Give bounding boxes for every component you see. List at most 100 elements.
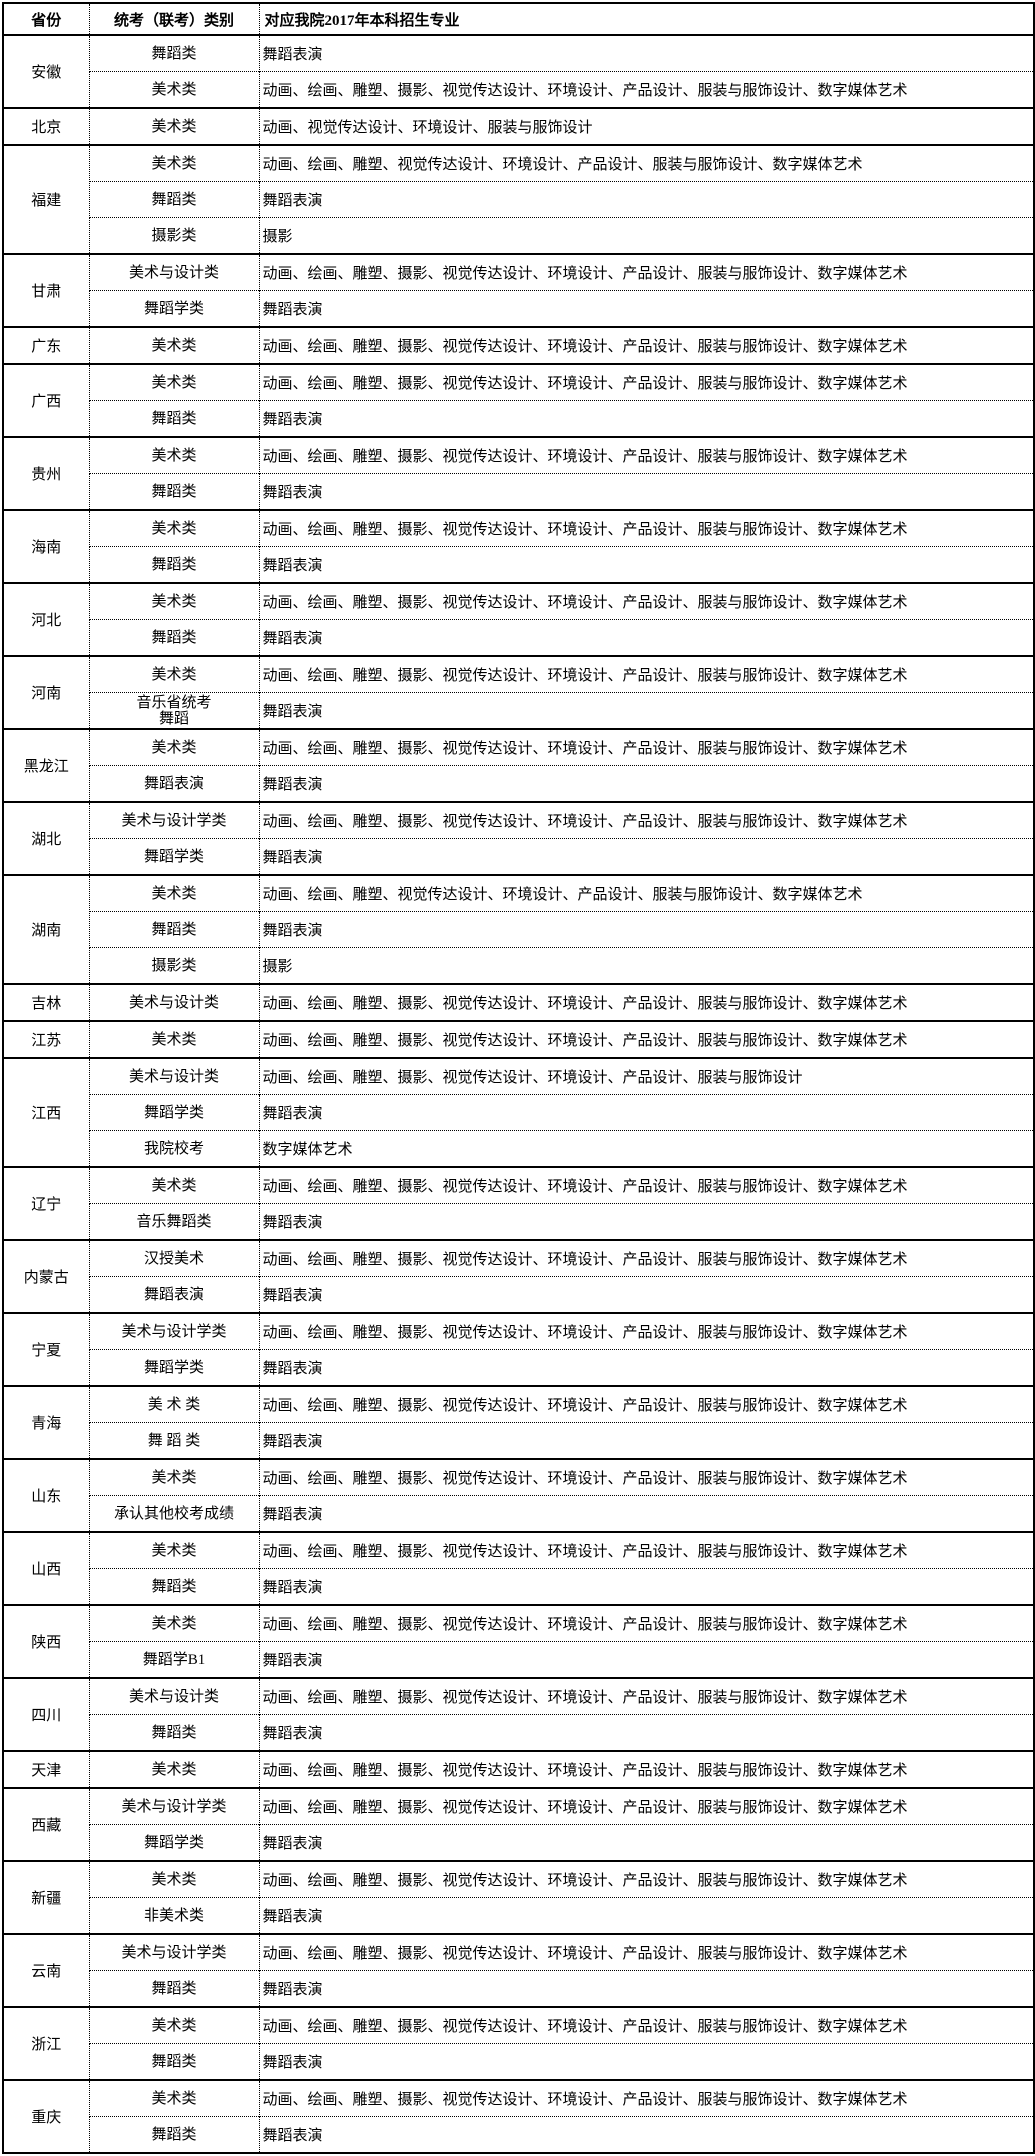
table-row: 江苏 美术类 动画、绘画、雕塑、摄影、视觉传达设计、环境设计、产品设计、服装与服饰设… <box>3 1020 1034 1058</box>
category-cell: 舞蹈表演 <box>89 765 260 802</box>
majors-cell: 舞蹈表演 <box>259 400 1034 437</box>
table-row: 贵州 美术类 动画、绘画、雕塑、摄影、视觉传达设计、环境设计、产品设计、服装与服饰设… <box>3 436 1034 510</box>
majors-cell: 动画、绘画、雕塑、摄影、视觉传达设计、环境设计、产品设计、服装与服饰设计、数字媒… <box>259 801 1034 839</box>
province-cell: 湖南 <box>3 874 90 984</box>
majors-cell: 动画、绘画、雕塑、摄影、视觉传达设计、环境设计、产品设计、服装与服饰设计、数字媒… <box>259 1312 1034 1350</box>
majors-cell: 舞蹈表演 <box>259 1824 1034 1861</box>
category-cell: 舞蹈类 <box>89 34 260 72</box>
table-row: 舞蹈学类 舞蹈表演 <box>3 290 1034 327</box>
province-cell: 湖北 <box>3 801 90 875</box>
table-row: 舞蹈学类 舞蹈表演 <box>3 1094 1034 1131</box>
majors-cell: 舞蹈表演 <box>259 619 1034 656</box>
majors-cell: 舞蹈表演 <box>259 838 1034 875</box>
majors-cell: 舞蹈表演 <box>259 1422 1034 1459</box>
table-row: 天津 美术类 动画、绘画、雕塑、摄影、视觉传达设计、环境设计、产品设计、服装与服饰设… <box>3 1750 1034 1788</box>
table-row: 舞 蹈 类舞蹈表演 <box>3 1422 1034 1459</box>
category-cell: 美术与设计类 <box>89 1677 260 1715</box>
category-cell: 舞蹈类 <box>89 1970 260 2007</box>
category-cell: 舞蹈学类 <box>89 290 260 327</box>
majors-cell: 动画、绘画、雕塑、摄影、视觉传达设计、环境设计、产品设计、服装与服饰设计、数字媒… <box>259 582 1034 620</box>
table-row: 舞蹈类 舞蹈表演 <box>3 619 1034 656</box>
table-row: 青海美 术 类动画、绘画、雕塑、摄影、视觉传达设计、环境设计、产品设计、服装与服… <box>3 1385 1034 1459</box>
table-row: 浙江 美术类 动画、绘画、雕塑、摄影、视觉传达设计、环境设计、产品设计、服装与服饰设… <box>3 2006 1034 2080</box>
province-cell: 江西 <box>3 1057 90 1167</box>
province-cell: 陕西 <box>3 1604 90 1678</box>
table-row: 舞蹈类 舞蹈表演 <box>3 400 1034 437</box>
table-row: 美术类 动画、绘画、雕塑、摄影、视觉传达设计、环境设计、产品设计、服装与服饰设计、… <box>3 71 1034 108</box>
majors-cell: 动画、绘画、雕塑、摄影、视觉传达设计、环境设计、产品设计、服装与服饰设计、数字媒… <box>259 1677 1034 1715</box>
category-cell: 美术类 <box>89 1020 260 1058</box>
majors-cell: 动画、绘画、雕塑、摄影、视觉传达设计、环境设计、产品设计、服装与服饰设计、数字媒… <box>259 728 1034 766</box>
table-row: 舞蹈类 舞蹈表演 <box>3 1568 1034 1605</box>
province-cell: 西藏 <box>3 1787 90 1861</box>
majors-cell: 舞蹈表演 <box>259 1714 1034 1751</box>
category-cell: 美术类 <box>89 582 260 620</box>
majors-cell: 舞蹈表演 <box>259 1495 1034 1532</box>
province-cell: 浙江 <box>3 2006 90 2080</box>
category-cell: 美术类 <box>89 2079 260 2117</box>
category-cell: 美术类 <box>89 1166 260 1204</box>
table-row: 摄影类 摄影 <box>3 947 1034 984</box>
province-cell: 青海 <box>3 1385 90 1459</box>
category-cell: 摄影类 <box>89 217 260 254</box>
majors-cell: 动画、绘画、雕塑、摄影、视觉传达设计、环境设计、产品设计、服装与服饰设计、数字媒… <box>259 1933 1034 1971</box>
majors-cell: 舞蹈表演 <box>259 1897 1034 1934</box>
majors-cell: 动画、绘画、雕塑、摄影、视觉传达设计、环境设计、产品设计、服装与服饰设计、数字媒… <box>259 1604 1034 1642</box>
majors-cell: 舞蹈表演 <box>259 181 1034 218</box>
table-row: 河南 美术类 动画、绘画、雕塑、摄影、视觉传达设计、环境设计、产品设计、服装与服饰设… <box>3 655 1034 729</box>
category-cell: 非美术类 <box>89 1897 260 1934</box>
province-cell: 广东 <box>3 326 90 364</box>
category-cell: 音乐省统考 舞蹈 <box>89 692 260 729</box>
table-row: 辽宁 美术类 动画、绘画、雕塑、摄影、视觉传达设计、环境设计、产品设计、服装与服饰设… <box>3 1166 1034 1240</box>
category-cell: 舞蹈学类 <box>89 1094 260 1131</box>
majors-cell: 舞蹈表演 <box>259 1349 1034 1386</box>
province-cell: 河南 <box>3 655 90 729</box>
majors-cell: 动画、绘画、雕塑、摄影、视觉传达设计、环境设计、产品设计、服装与服饰设计、数字媒… <box>259 1020 1034 1058</box>
province-cell: 辽宁 <box>3 1166 90 1240</box>
province-cell: 天津 <box>3 1750 90 1788</box>
table-header: 省份 统考（联考）类别 对应我院2017年本科招生专业 <box>3 3 1034 35</box>
province-cell: 海南 <box>3 509 90 583</box>
majors-cell: 动画、绘画、雕塑、摄影、视觉传达设计、环境设计、产品设计、服装与服饰设计、数字媒… <box>259 509 1034 547</box>
province-cell: 北京 <box>3 107 90 145</box>
table-row: 舞蹈类 舞蹈表演 <box>3 911 1034 948</box>
table-row: 黑龙江 美术类 动画、绘画、雕塑、摄影、视觉传达设计、环境设计、产品设计、服装与服饰… <box>3 728 1034 802</box>
province-cell: 宁夏 <box>3 1312 90 1386</box>
province-cell: 吉林 <box>3 983 90 1021</box>
category-cell: 舞蹈类 <box>89 181 260 218</box>
table-row: 舞蹈类 舞蹈表演 <box>3 1714 1034 1751</box>
majors-cell: 动画、绘画、雕塑、摄影、视觉传达设计、环境设计、产品设计、服装与服饰设计、数字媒… <box>259 1531 1034 1569</box>
table-row: 重庆 美术类 动画、绘画、雕塑、摄影、视觉传达设计、环境设计、产品设计、服装与服饰设… <box>3 2079 1034 2153</box>
majors-cell: 动画、绘画、雕塑、摄影、视觉传达设计、环境设计、产品设计、服装与服饰设计、数字媒… <box>259 326 1034 364</box>
category-cell: 美术类 <box>89 1604 260 1642</box>
table-row: 西藏 美术与设计学类 动画、绘画、雕塑、摄影、视觉传达设计、环境设计、产品设计、服装… <box>3 1787 1034 1861</box>
category-cell: 舞蹈类 <box>89 546 260 583</box>
category-cell: 舞蹈学B1 <box>89 1641 260 1678</box>
table-row: 吉林 美术与设计类 动画、绘画、雕塑、摄影、视觉传达设计、环境设计、产品设计、服装与… <box>3 983 1034 1021</box>
table-row: 福建 美术类 动画、绘画、雕塑、视觉传达设计、环境设计、产品设计、服装与服饰设计、数… <box>3 144 1034 254</box>
table-row: 承认其他校考成绩 舞蹈表演 <box>3 1495 1034 1532</box>
category-cell: 美术与设计学类 <box>89 1312 260 1350</box>
province-cell: 山东 <box>3 1458 90 1532</box>
table-row: 音乐省统考 舞蹈 舞蹈表演 <box>3 692 1034 729</box>
category-cell: 舞蹈类 <box>89 1714 260 1751</box>
category-cell: 音乐舞蹈类 <box>89 1203 260 1240</box>
majors-cell: 动画、绘画、雕塑、摄影、视觉传达设计、环境设计、产品设计、服装与服饰设计 <box>259 1057 1034 1095</box>
table-row: 舞蹈类 舞蹈表演 <box>3 2043 1034 2080</box>
table-row: 宁夏 美术与设计学类 动画、绘画、雕塑、摄影、视觉传达设计、环境设计、产品设计、服装… <box>3 1312 1034 1386</box>
majors-cell: 舞蹈表演 <box>259 1970 1034 2007</box>
category-cell: 美术类 <box>89 363 260 401</box>
table-row: 北京 美术类 动画、视觉传达设计、环境设计、服装与服饰设计 <box>3 107 1034 145</box>
province-cell: 福建 <box>3 144 90 254</box>
category-cell: 美术类 <box>89 144 260 182</box>
category-cell: 美术类 <box>89 71 260 108</box>
majors-cell: 舞蹈表演 <box>259 1568 1034 1605</box>
category-cell: 美术与设计类 <box>89 1057 260 1095</box>
majors-cell: 动画、绘画、雕塑、摄影、视觉传达设计、环境设计、产品设计、服装与服饰设计、数字媒… <box>259 1166 1034 1204</box>
category-cell: 舞蹈表演 <box>89 1276 260 1313</box>
category-cell: 舞蹈类 <box>89 911 260 948</box>
category-cell: 舞蹈学类 <box>89 1824 260 1861</box>
majors-cell: 动画、绘画、雕塑、视觉传达设计、环境设计、产品设计、服装与服饰设计、数字媒体艺术 <box>259 874 1034 912</box>
majors-cell: 舞蹈表演 <box>259 473 1034 510</box>
